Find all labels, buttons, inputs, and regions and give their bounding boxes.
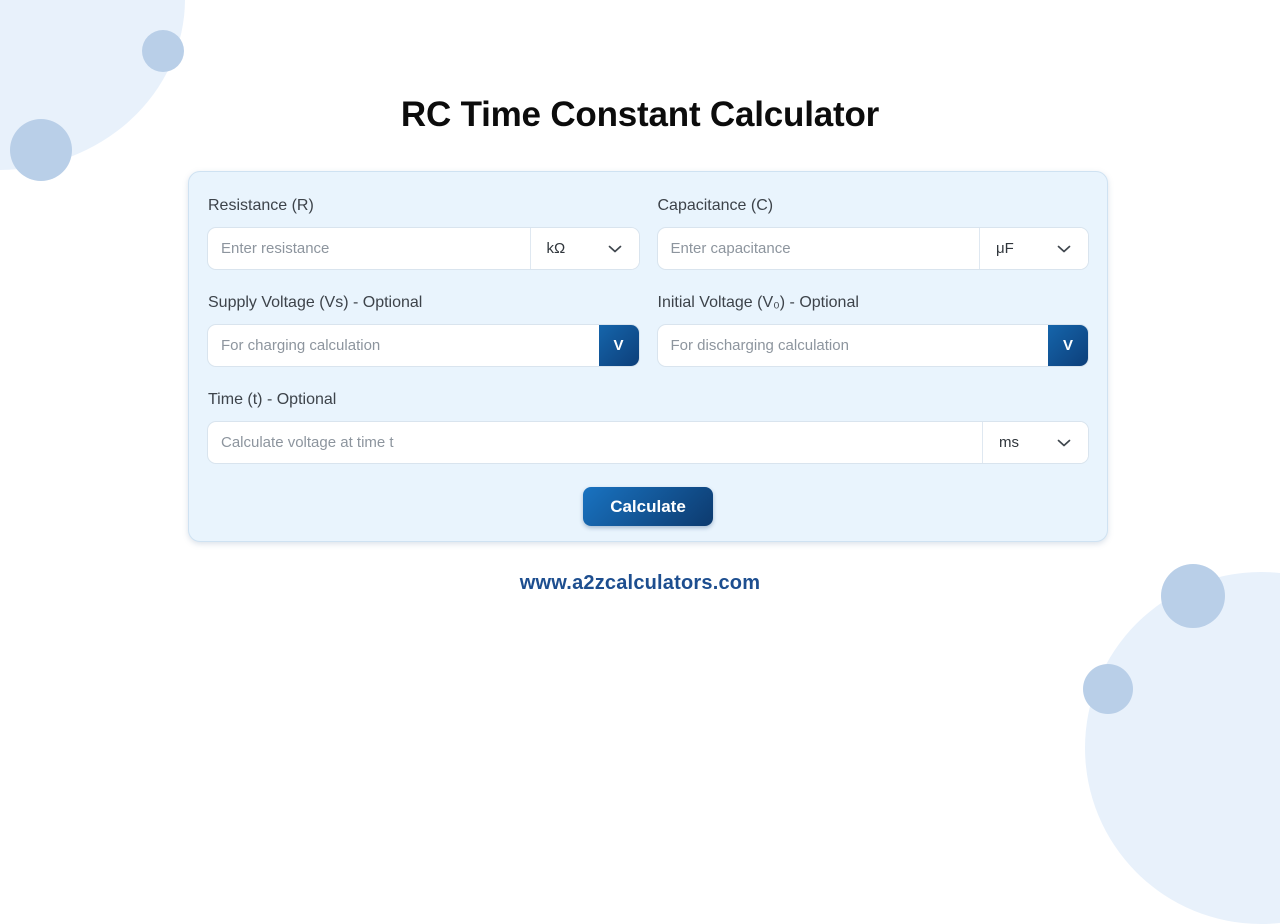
field-initial-voltage: Initial Voltage (V₀) - Optional V [656,293,1089,367]
supply-voltage-input-group: V [207,324,640,367]
capacitance-input-group: μF [656,227,1089,270]
page-title: RC Time Constant Calculator [400,95,880,134]
field-time: Time (t) - Optional ms [207,390,1089,464]
capacitance-label: Capacitance (C) [657,197,774,214]
initial-voltage-unit-badge: V [1048,325,1088,366]
chevron-down-icon [1057,439,1071,447]
chevron-down-icon [1057,245,1071,253]
decor-circle [1083,664,1133,714]
resistance-input[interactable] [208,228,530,269]
time-input-group: ms [207,421,1089,464]
time-unit-select[interactable]: ms [982,422,1088,463]
supply-voltage-unit-badge: V [598,325,639,366]
resistance-label: Resistance (R) [208,197,314,214]
supply-voltage-input[interactable] [208,325,599,366]
site-url-link[interactable]: www.a2zcalculators.com [519,572,761,594]
decor-circle [10,119,72,181]
supply-voltage-label: Supply Voltage (Vs) - Optional [208,294,423,311]
time-label: Time (t) - Optional [208,391,337,408]
decor-circle [142,30,184,72]
resistance-input-group: kΩ [207,227,640,270]
initial-voltage-input-group: V [656,324,1089,367]
initial-voltage-input[interactable] [657,325,1048,366]
resistance-unit-select[interactable]: kΩ [529,228,639,269]
time-input[interactable] [208,422,982,463]
chevron-down-icon [608,245,622,253]
capacitance-unit-select[interactable]: μF [979,228,1088,269]
field-capacitance: Capacitance (C) μF [656,196,1089,270]
button-row: Calculate [207,487,1089,526]
calculator-card: Resistance (R) kΩ Capacitance (C) μF [188,171,1108,542]
field-resistance: Resistance (R) kΩ [207,196,640,270]
decor-circle [1161,564,1225,628]
capacitance-input[interactable] [657,228,979,269]
time-unit-value: ms [999,434,1019,451]
calculate-button[interactable]: Calculate [583,487,713,526]
resistance-unit-value: kΩ [546,240,566,257]
capacitance-unit-value: μF [996,240,1014,257]
initial-voltage-label: Initial Voltage (V₀) - Optional [657,294,859,311]
field-supply-voltage: Supply Voltage (Vs) - Optional V [207,293,640,367]
